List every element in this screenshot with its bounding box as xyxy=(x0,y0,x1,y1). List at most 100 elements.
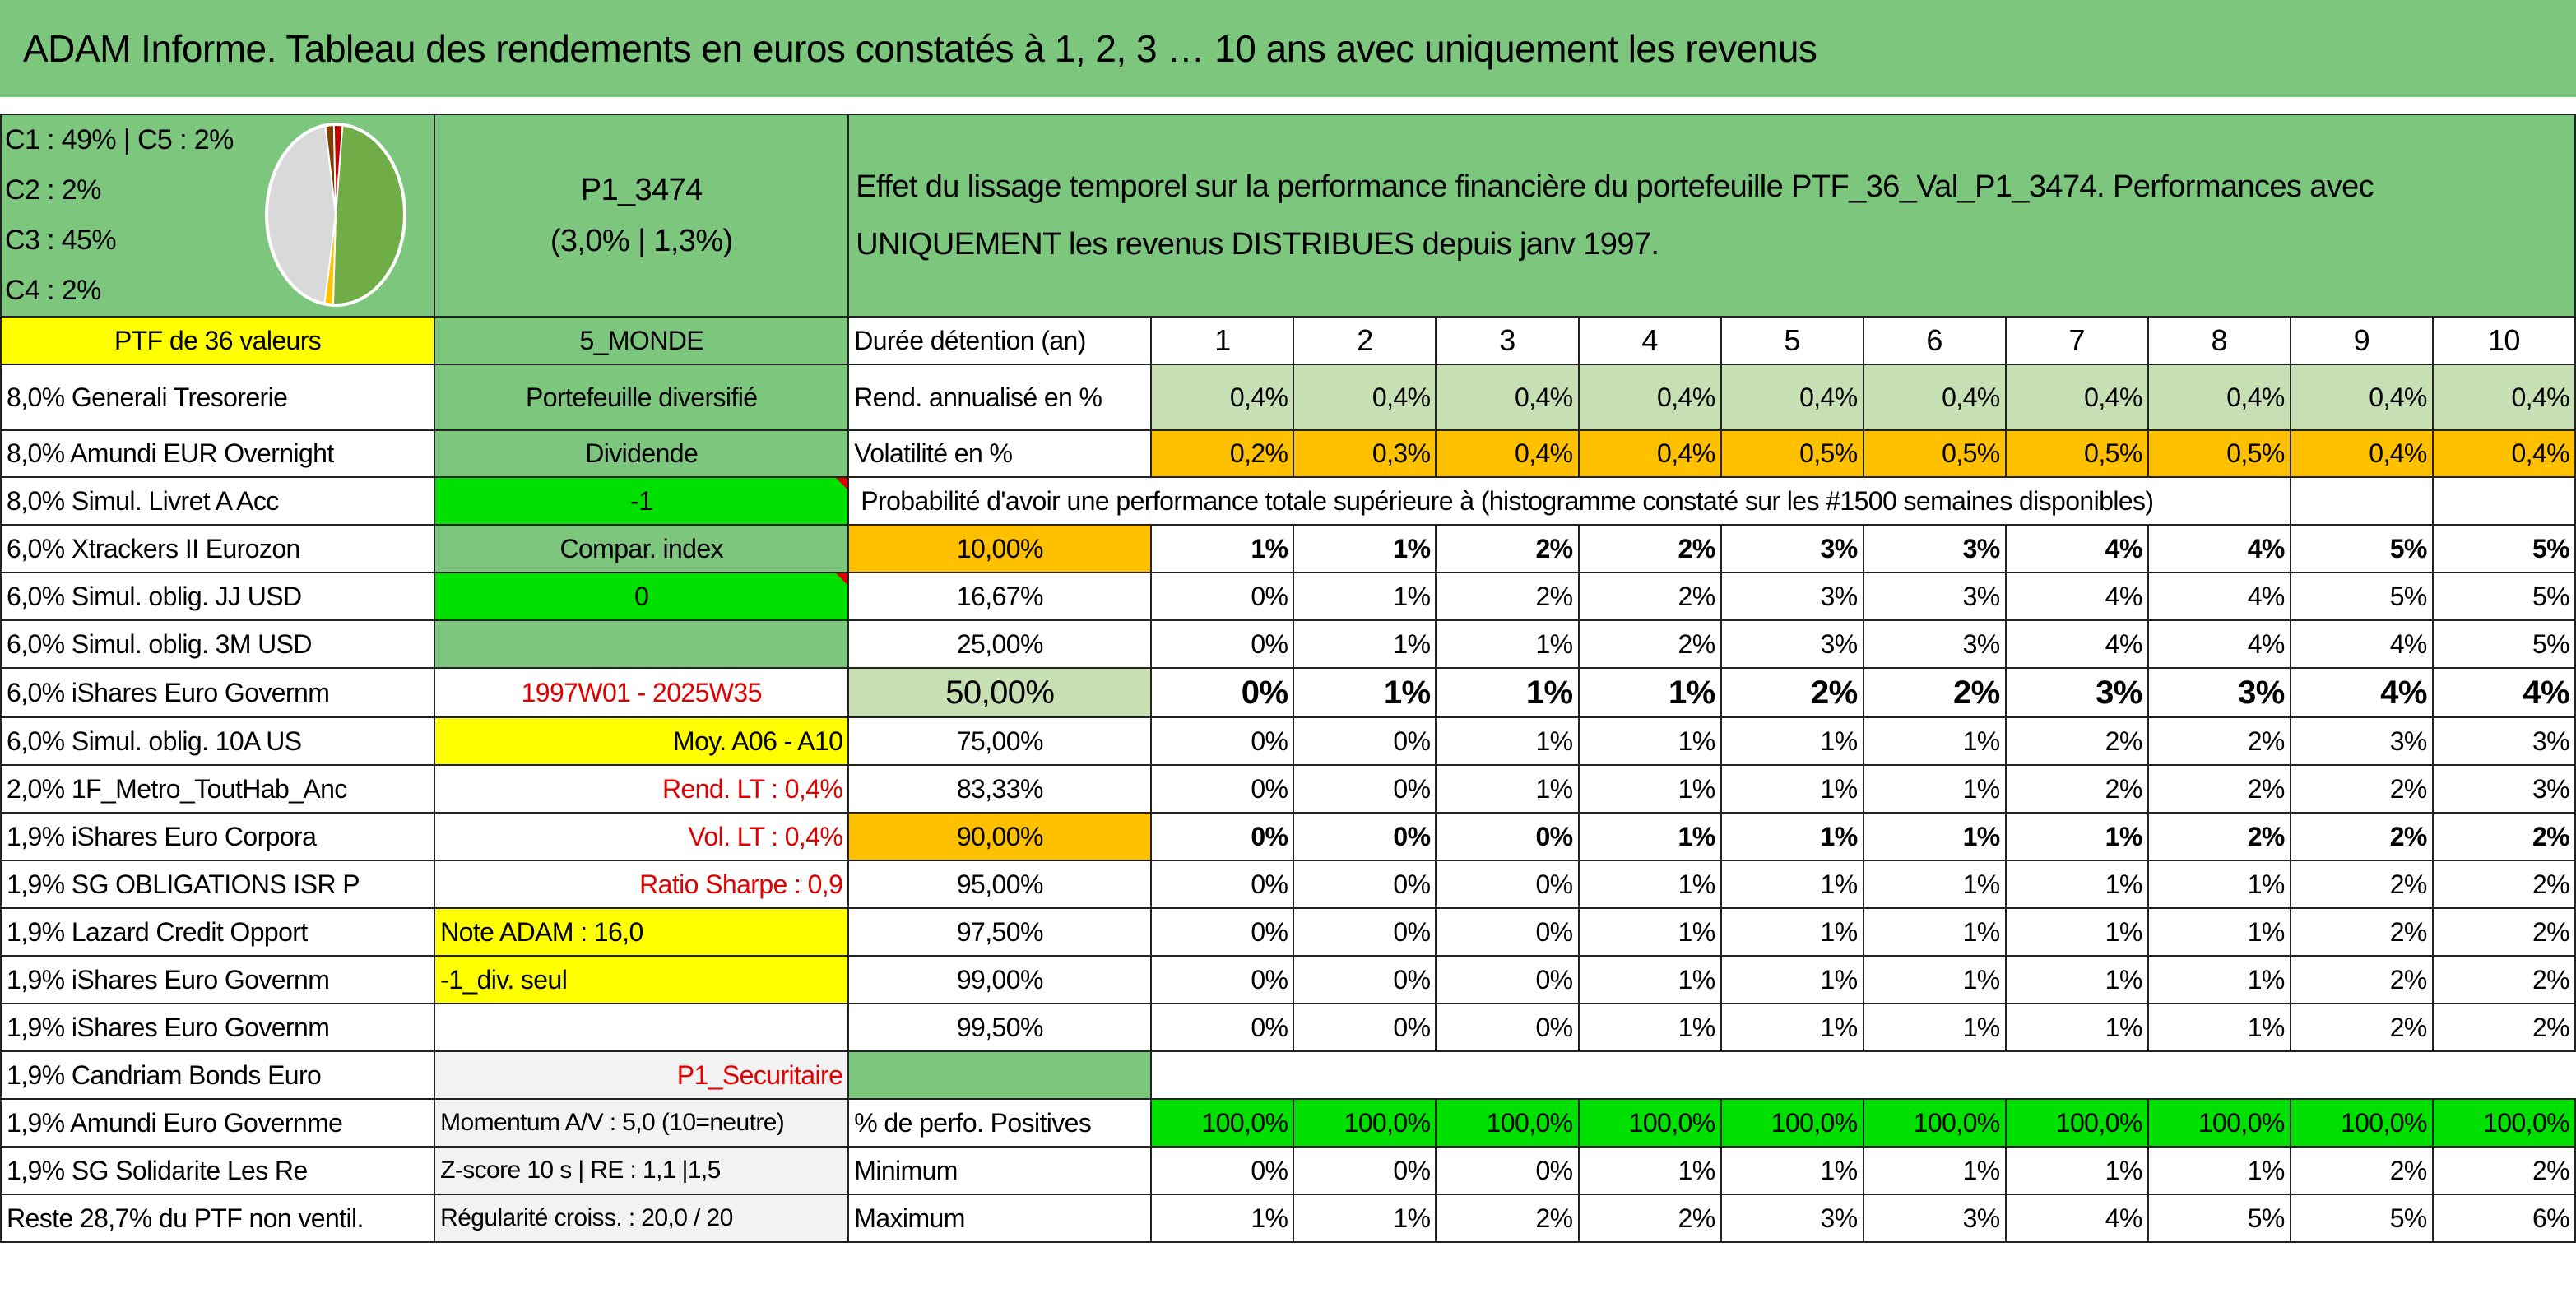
probability-value[interactable]: 2% xyxy=(1577,619,1722,669)
probability-value[interactable]: 1% xyxy=(2004,1003,2149,1052)
year-header[interactable]: 9 xyxy=(2289,316,2434,365)
probability-value[interactable]: 1% xyxy=(2004,955,2149,1004)
positive-value[interactable]: 100,0% xyxy=(1862,1098,2007,1148)
probability-value[interactable]: 1% xyxy=(1862,955,2007,1004)
min-value[interactable]: 1% xyxy=(2147,1146,2291,1195)
probability-value[interactable]: 3% xyxy=(2004,667,2149,718)
div-seul[interactable]: -1_div. seul xyxy=(434,955,850,1004)
positive-value[interactable]: 100,0% xyxy=(2289,1098,2434,1148)
probability-value[interactable]: 4% xyxy=(2004,572,2149,621)
probability-threshold[interactable]: 50,00% xyxy=(847,667,1153,718)
probability-value[interactable]: 1% xyxy=(1720,907,1864,957)
probability-title[interactable]: Probabilité d'avoir une performance tota… xyxy=(847,476,2291,526)
probability-value[interactable]: 0% xyxy=(1150,1003,1295,1052)
probability-value[interactable]: 2% xyxy=(2431,955,2576,1004)
year-header[interactable]: 1 xyxy=(1150,316,1295,365)
min-value[interactable]: 2% xyxy=(2431,1146,2576,1195)
probability-value[interactable]: 2% xyxy=(1435,524,1580,573)
max-value[interactable]: 3% xyxy=(1720,1194,1864,1243)
probability-value[interactable]: 2% xyxy=(2431,1003,2576,1052)
rend-value[interactable]: 0,4% xyxy=(2147,364,2291,431)
rend-value[interactable]: 0,4% xyxy=(1862,364,2007,431)
max-label[interactable]: Maximum xyxy=(847,1194,1153,1243)
positive-value[interactable]: 100,0% xyxy=(1293,1098,1437,1148)
probability-threshold[interactable]: 25,00% xyxy=(847,619,1153,669)
probability-value[interactable]: 0% xyxy=(1150,667,1295,718)
probability-value[interactable]: 5% xyxy=(2431,572,2576,621)
probability-value[interactable]: 2% xyxy=(2004,716,2149,766)
holding-item[interactable]: 2,0% 1F_Metro_ToutHab_Anc xyxy=(0,764,436,814)
probability-value[interactable]: 1% xyxy=(1577,955,1722,1004)
year-header[interactable]: 10 xyxy=(2431,316,2576,365)
year-header[interactable]: 5 xyxy=(1720,316,1864,365)
vol-value[interactable]: 0,5% xyxy=(1720,429,1864,478)
max-value[interactable]: 1% xyxy=(1150,1194,1295,1243)
probability-value[interactable]: 2% xyxy=(2147,764,2291,814)
dividend-value[interactable]: -1 xyxy=(434,476,850,526)
probability-threshold[interactable]: 10,00% xyxy=(847,524,1153,573)
description-cell[interactable]: Effet du lissage temporel sur la perform… xyxy=(847,114,2576,318)
vol-label[interactable]: Volatilité en % xyxy=(847,429,1153,478)
probability-value[interactable]: 1% xyxy=(2147,907,2291,957)
min-value[interactable]: 1% xyxy=(1720,1146,1864,1195)
probability-value[interactable]: 3% xyxy=(2289,716,2434,766)
max-value[interactable]: 2% xyxy=(1577,1194,1722,1243)
holding-item[interactable]: 6,0% iShares Euro Governm xyxy=(0,667,436,718)
rend-value[interactable]: 0,4% xyxy=(1577,364,1722,431)
min-value[interactable]: 1% xyxy=(1577,1146,1722,1195)
probability-value[interactable]: 1% xyxy=(1720,1003,1864,1052)
probability-value[interactable]: 0% xyxy=(1435,1003,1580,1052)
year-header[interactable]: 7 xyxy=(2004,316,2149,365)
probability-threshold[interactable]: 97,50% xyxy=(847,907,1153,957)
holding-item[interactable]: 8,0% Generali Tresorerie xyxy=(0,364,436,431)
probability-value[interactable]: 0% xyxy=(1150,812,1295,861)
min-value[interactable]: 0% xyxy=(1435,1146,1580,1195)
probability-value[interactable]: 5% xyxy=(2289,572,2434,621)
category-label[interactable]: P1_Securitaire xyxy=(434,1050,850,1100)
probability-value[interactable]: 0% xyxy=(1293,716,1437,766)
probability-threshold[interactable]: 90,00% xyxy=(847,812,1153,861)
probability-value[interactable]: 0% xyxy=(1293,860,1437,909)
vol-value[interactable]: 0,5% xyxy=(2004,429,2149,478)
probability-value[interactable]: 2% xyxy=(2289,955,2434,1004)
probability-value[interactable]: 1% xyxy=(1862,860,2007,909)
max-value[interactable]: 5% xyxy=(2289,1194,2434,1243)
probability-value[interactable]: 2% xyxy=(2004,764,2149,814)
max-value[interactable]: 3% xyxy=(1862,1194,2007,1243)
vol-value[interactable]: 0,3% xyxy=(1293,429,1437,478)
holding-item[interactable]: 1,9% iShares Euro Governm xyxy=(0,955,436,1004)
probability-value[interactable]: 4% xyxy=(2004,524,2149,573)
probability-value[interactable]: 4% xyxy=(2431,667,2576,718)
zscore[interactable]: Z-score 10 s | RE : 1,1 |1,5 xyxy=(434,1146,850,1195)
probability-value[interactable]: 0% xyxy=(1150,764,1295,814)
vol-value[interactable]: 0,4% xyxy=(1435,429,1580,478)
probability-value[interactable]: 1% xyxy=(1435,716,1580,766)
probability-value[interactable]: 0% xyxy=(1293,764,1437,814)
regularite[interactable]: Régularité croiss. : 20,0 / 20 xyxy=(434,1194,850,1243)
probability-value[interactable]: 1% xyxy=(1577,764,1722,814)
probability-value[interactable]: 0% xyxy=(1293,907,1437,957)
pie-legend-cell[interactable]: C1 : 49% | C5 : 2% C2 : 2% C3 : 45% C4 : 2% xyxy=(0,114,436,318)
probability-value[interactable]: 2% xyxy=(1577,572,1722,621)
rend-lt[interactable]: Rend. LT : 0,4% xyxy=(434,764,850,814)
probability-value[interactable]: 4% xyxy=(2147,572,2291,621)
probability-value[interactable]: 4% xyxy=(2289,667,2434,718)
sharpe-ratio[interactable]: Ratio Sharpe : 0,9 xyxy=(434,860,850,909)
min-value[interactable]: 0% xyxy=(1293,1146,1437,1195)
min-label[interactable]: Minimum xyxy=(847,1146,1153,1195)
holding-item[interactable]: Reste 28,7% du PTF non ventil. xyxy=(0,1194,436,1243)
probability-value[interactable]: 1% xyxy=(1293,524,1437,573)
probability-value[interactable]: 0% xyxy=(1293,812,1437,861)
probability-value[interactable]: 4% xyxy=(2147,619,2291,669)
holding-item[interactable]: 8,0% Amundi EUR Overnight xyxy=(0,429,436,478)
probability-value[interactable]: 5% xyxy=(2431,619,2576,669)
rend-value[interactable]: 0,4% xyxy=(2289,364,2434,431)
probability-value[interactable]: 3% xyxy=(1862,524,2007,573)
positive-value[interactable]: 100,0% xyxy=(1720,1098,1864,1148)
positive-value[interactable]: 100,0% xyxy=(1577,1098,1722,1148)
rend-value[interactable]: 0,4% xyxy=(1293,364,1437,431)
holding-item[interactable]: 6,0% Xtrackers II Eurozon xyxy=(0,524,436,573)
probability-value[interactable]: 0% xyxy=(1293,1003,1437,1052)
year-header[interactable]: 6 xyxy=(1862,316,2007,365)
momentum[interactable]: Momentum A/V : 5,0 (10=neutre) xyxy=(434,1098,850,1148)
